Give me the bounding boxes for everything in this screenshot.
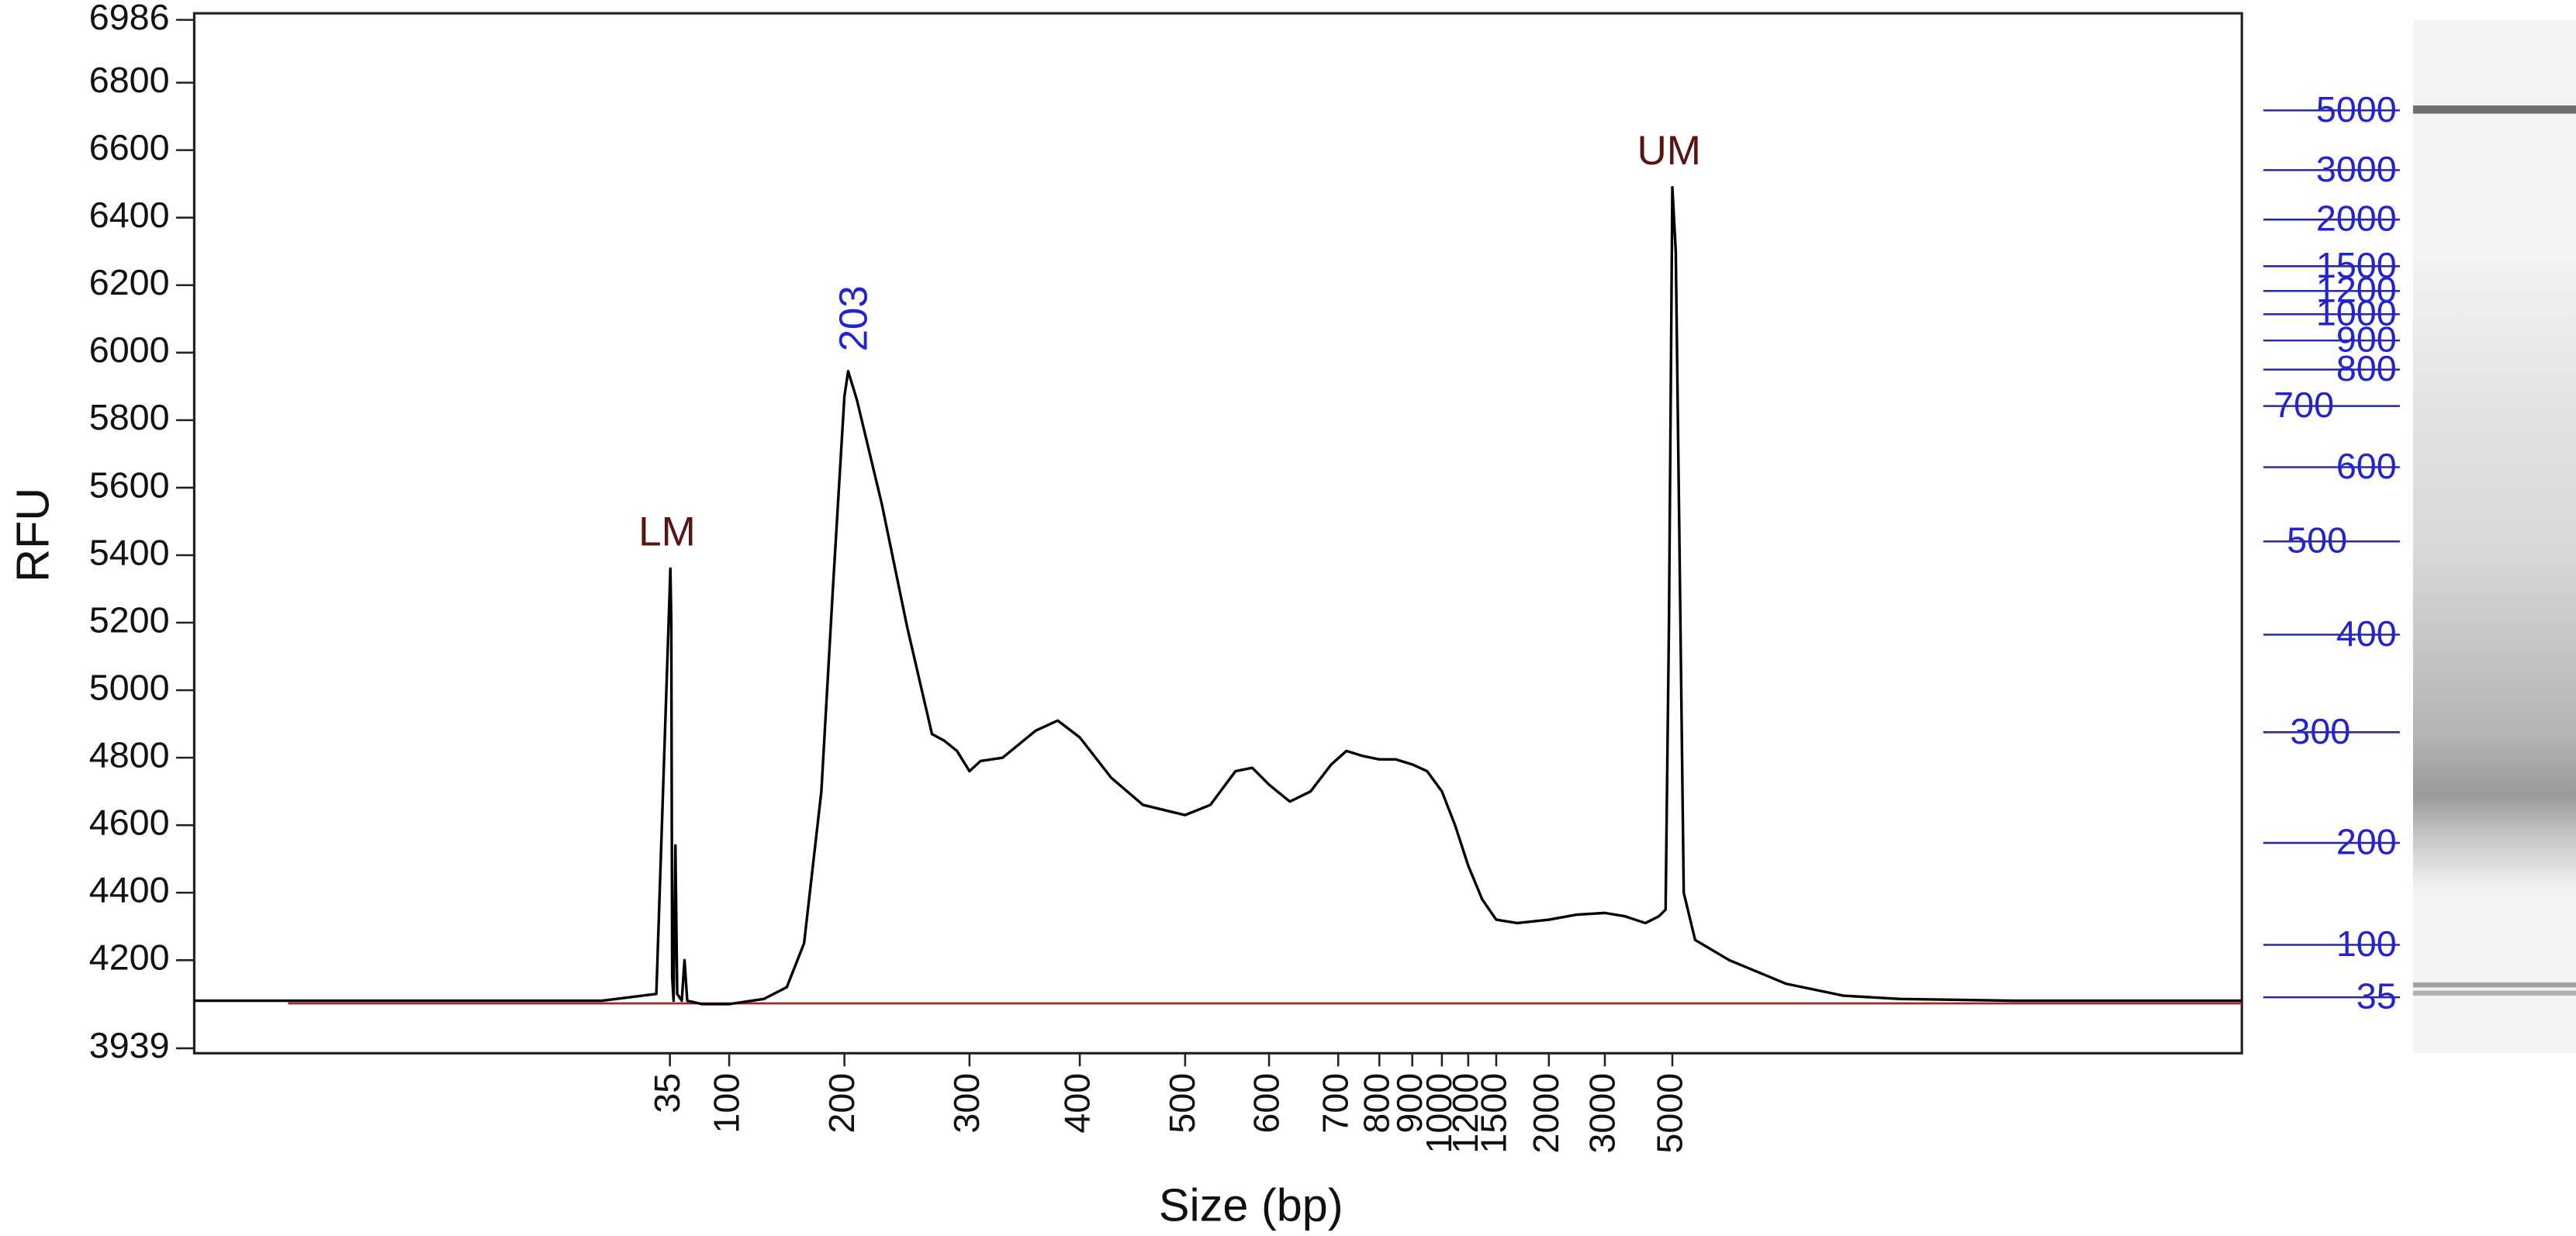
- ladder-label: 700: [2273, 385, 2334, 425]
- x-tick-label: 300: [946, 1073, 987, 1134]
- plot-frame: [192, 12, 2243, 1055]
- y-tick-label: 5600: [89, 464, 170, 505]
- ladder-label: 800: [2336, 348, 2397, 388]
- x-tick-label: 200: [821, 1073, 862, 1134]
- peak-label: LM: [638, 509, 696, 555]
- x-tick-label: 1000: [1419, 1073, 1459, 1154]
- x-tick-label: 700: [1316, 1073, 1356, 1134]
- x-tick-label: 2000: [1526, 1073, 1566, 1154]
- y-tick-label: 6600: [89, 127, 170, 167]
- ladder-label: 200: [2336, 821, 2397, 861]
- x-tick-label: 400: [1056, 1073, 1097, 1134]
- x-tick-label: 500: [1162, 1073, 1202, 1134]
- peak-label: 203: [832, 285, 876, 351]
- y-tick-label: 4800: [89, 734, 170, 775]
- x-tick-label: 1500: [1473, 1073, 1513, 1154]
- y-tick-label: 6400: [89, 195, 170, 235]
- gel-lane: [2412, 19, 2576, 1054]
- ladder-label: 35: [2356, 976, 2397, 1017]
- ladder-label: 1200: [2316, 270, 2397, 310]
- x-tick-label: 900: [1389, 1073, 1430, 1134]
- ladder-label: 300: [2290, 711, 2350, 751]
- x-tick-label: 5000: [1649, 1073, 1689, 1154]
- y-tick-label: 6200: [89, 262, 170, 302]
- x-tick-label: 600: [1246, 1073, 1286, 1134]
- ladder-label: 600: [2336, 446, 2397, 486]
- x-tick-label: 100: [706, 1073, 746, 1134]
- y-tick-label: 6800: [89, 60, 170, 100]
- y-tick-label: 4600: [89, 803, 170, 843]
- y-tick-label: 6000: [89, 330, 170, 370]
- y-tick-label: 4400: [89, 870, 170, 910]
- x-tick-label: 3000: [1582, 1073, 1622, 1154]
- ladder-label: 400: [2336, 613, 2397, 654]
- y-tick-label: 6986: [89, 0, 170, 37]
- x-axis-title: Size (bp): [1159, 1179, 1343, 1231]
- x-tick-label: 1200: [1445, 1073, 1485, 1154]
- y-tick-label: 5000: [89, 667, 170, 707]
- y-tick-label: 5800: [89, 397, 170, 437]
- ladder-label: 5000: [2316, 89, 2397, 129]
- ladder-label: 1000: [2316, 293, 2397, 333]
- y-axis-title: RFU: [6, 488, 58, 582]
- y-tick-label: 5200: [89, 599, 170, 640]
- ladder-label: 100: [2336, 924, 2397, 964]
- y-tick-label: 3939: [89, 1025, 170, 1065]
- ladder-label: 3000: [2316, 149, 2397, 189]
- ladder-label: 500: [2287, 520, 2347, 561]
- trace: [194, 185, 2242, 1006]
- y-tick-label: 5400: [89, 532, 170, 572]
- y-tick-label: 4200: [89, 937, 170, 978]
- ladder-label: 1500: [2316, 245, 2397, 285]
- x-tick-label: 35: [647, 1073, 687, 1113]
- ladder-label: 900: [2336, 319, 2397, 360]
- ladder-label: 2000: [2316, 199, 2397, 239]
- peak-label: UM: [1637, 128, 1702, 174]
- x-tick-label: 800: [1357, 1073, 1397, 1134]
